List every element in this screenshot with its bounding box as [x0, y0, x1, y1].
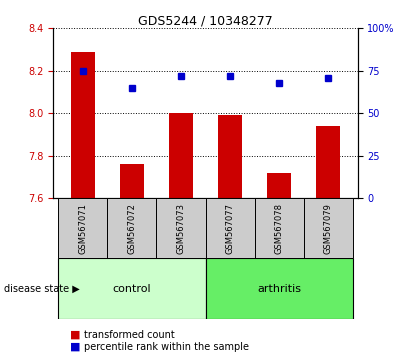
Bar: [58, 258, 206, 319]
Bar: [304, 198, 353, 258]
Text: control: control: [113, 284, 151, 293]
Text: GSM567077: GSM567077: [226, 203, 235, 254]
Text: disease state ▶: disease state ▶: [4, 284, 80, 293]
Bar: [107, 198, 157, 258]
Text: ■: ■: [70, 342, 81, 352]
Bar: [267, 173, 291, 198]
Bar: [169, 113, 193, 198]
Bar: [316, 126, 340, 198]
Bar: [218, 115, 242, 198]
Bar: [71, 52, 95, 198]
Title: GDS5244 / 10348277: GDS5244 / 10348277: [138, 14, 273, 27]
Bar: [58, 198, 107, 258]
Bar: [157, 198, 206, 258]
Text: ■: ■: [70, 330, 81, 339]
Text: GSM567079: GSM567079: [323, 203, 332, 254]
Bar: [206, 258, 353, 319]
Text: GSM567072: GSM567072: [127, 203, 136, 254]
Text: GSM567073: GSM567073: [176, 203, 185, 254]
Bar: [254, 198, 304, 258]
Bar: [120, 164, 144, 198]
Bar: [206, 198, 254, 258]
Text: percentile rank within the sample: percentile rank within the sample: [84, 342, 249, 352]
Text: transformed count: transformed count: [84, 330, 175, 339]
Text: arthritis: arthritis: [257, 284, 301, 293]
Text: GSM567071: GSM567071: [79, 203, 88, 254]
Text: GSM567078: GSM567078: [275, 203, 284, 254]
